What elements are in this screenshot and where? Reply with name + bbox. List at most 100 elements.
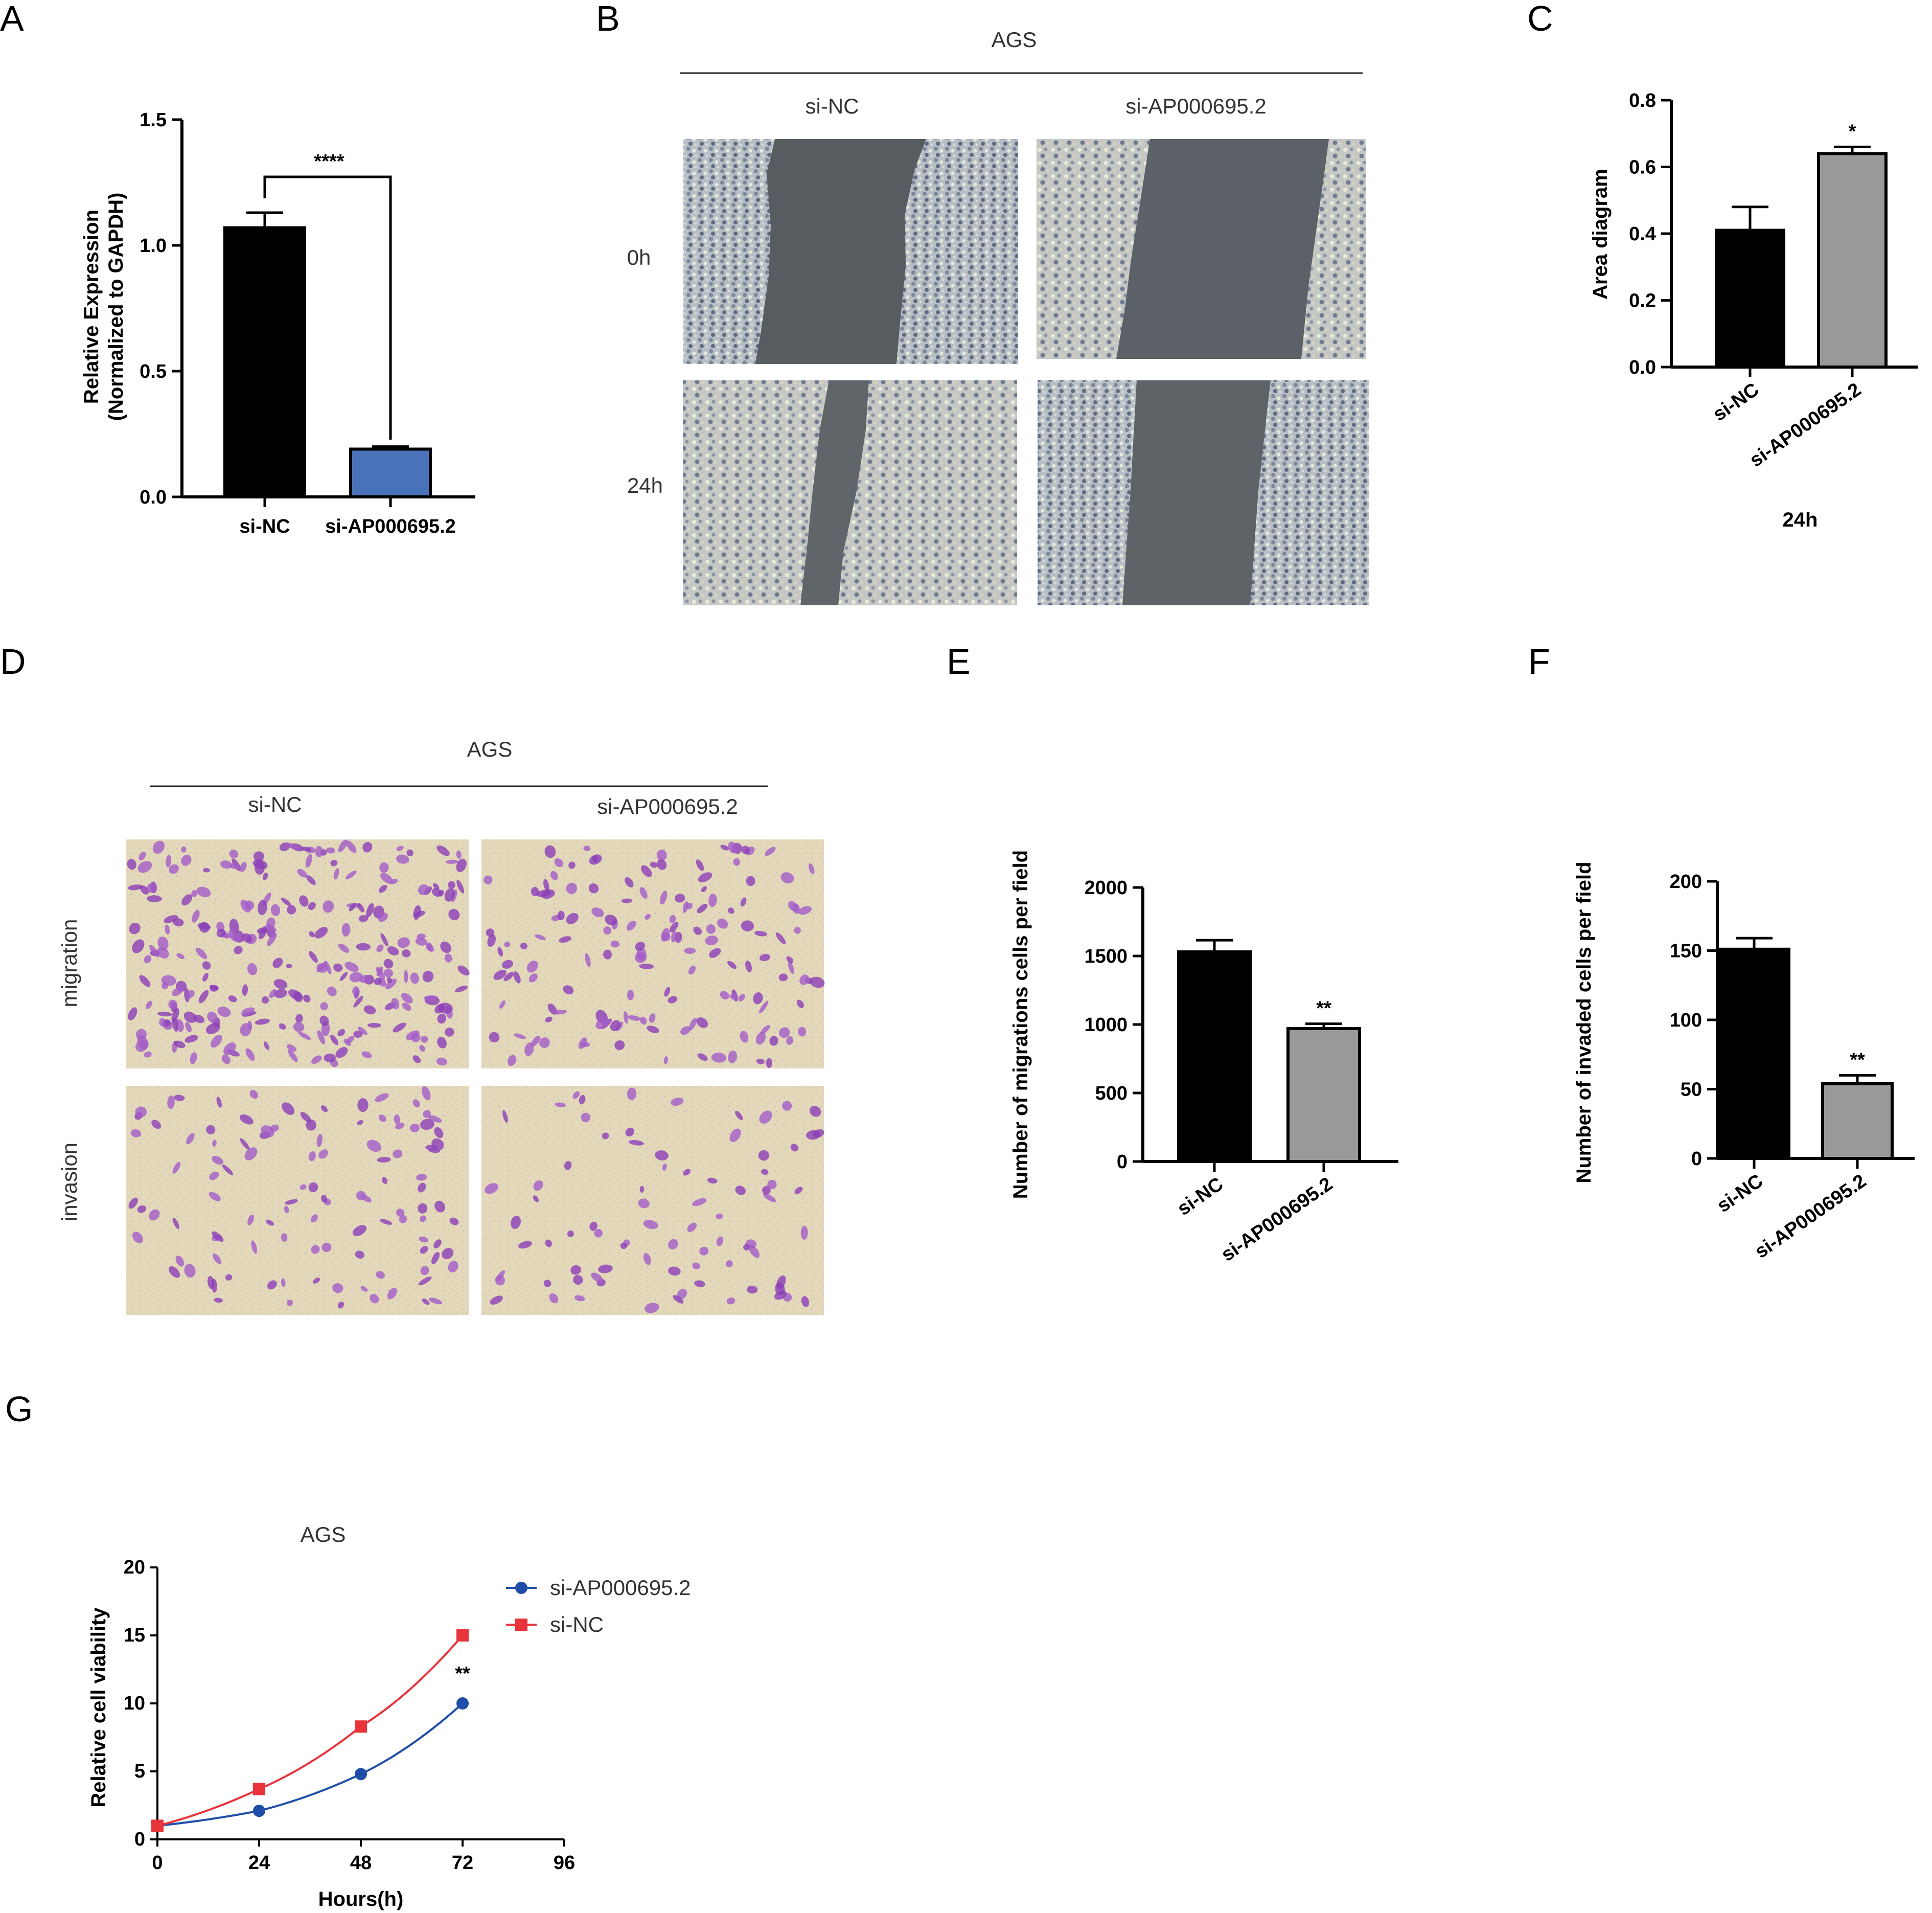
stained-cell <box>173 918 184 926</box>
stained-cell <box>217 1006 231 1017</box>
stained-cell <box>265 924 277 932</box>
stained-cell <box>568 861 576 869</box>
stained-cell <box>422 1299 430 1305</box>
stained-cell <box>261 996 269 1004</box>
stained-cell <box>306 875 316 885</box>
stained-cell <box>229 863 240 869</box>
stained-cell <box>361 1051 372 1058</box>
stained-cell <box>716 1236 723 1246</box>
stained-cell <box>286 1044 296 1052</box>
stained-cell <box>185 1022 192 1033</box>
stained-cell <box>316 1133 323 1147</box>
stained-cell <box>640 865 652 877</box>
stained-cell <box>455 986 468 992</box>
stained-cell <box>345 871 357 879</box>
stained-cell <box>635 942 646 951</box>
stained-cell <box>152 840 165 854</box>
x-tick-label: 0 <box>152 1852 163 1874</box>
stained-cell <box>775 932 786 944</box>
stained-cell <box>270 904 281 917</box>
stained-cell <box>513 971 521 984</box>
stained-cell <box>708 893 717 907</box>
stained-cell <box>626 921 636 931</box>
stained-cell <box>422 970 434 983</box>
stained-cell <box>798 906 812 915</box>
stained-cell <box>738 994 745 1001</box>
stained-cell <box>572 1091 580 1099</box>
stained-cell <box>668 1239 678 1249</box>
stained-cell <box>308 1182 318 1193</box>
stained-cell <box>308 902 316 910</box>
stained-cell <box>380 1219 393 1225</box>
panel-d-row-label-invasion: invasion <box>57 1143 81 1221</box>
panel-d-col-label-si: si-AP000695.2 <box>597 794 738 818</box>
stained-cell <box>317 1030 326 1045</box>
stained-cell <box>241 1007 255 1015</box>
stained-cell <box>355 1250 364 1259</box>
stained-cell <box>376 944 384 952</box>
stained-cell <box>489 1032 500 1043</box>
stained-cell <box>414 910 425 917</box>
stained-cell <box>181 894 193 906</box>
stained-cell <box>239 1114 254 1125</box>
stained-cell <box>387 946 399 955</box>
stained-cell <box>581 1112 591 1123</box>
bar-si-ap000695-2 <box>1286 1027 1361 1164</box>
stained-cell <box>793 903 800 914</box>
stained-cell <box>545 1016 553 1022</box>
stained-cell <box>440 941 452 953</box>
stained-cell <box>780 872 794 884</box>
panel-d-cell-line: AGS <box>467 737 513 761</box>
stained-cell <box>502 1110 508 1123</box>
stained-cell <box>396 854 409 864</box>
stained-cell <box>428 1115 442 1123</box>
stained-cell <box>244 1147 258 1160</box>
stained-cell <box>286 964 292 968</box>
stained-cell <box>531 887 539 896</box>
stained-cell <box>356 943 371 951</box>
stained-cell <box>353 995 363 1008</box>
y-tick-label: 1000 <box>1084 1014 1128 1036</box>
legend-marker-si-nc <box>515 1619 527 1631</box>
stained-cell <box>240 1023 251 1037</box>
stained-cell <box>395 1123 405 1129</box>
stained-cell <box>683 1169 691 1176</box>
point-si-nc <box>151 1819 164 1832</box>
stained-cell <box>318 1149 328 1159</box>
stained-cell <box>229 850 239 858</box>
stained-cell <box>589 1221 597 1231</box>
stained-cell <box>240 862 247 872</box>
stained-cell <box>640 1016 647 1025</box>
transwell-image-si-migration <box>481 839 825 1068</box>
stained-cell <box>533 1180 543 1191</box>
panel-letter-d: D <box>0 642 26 681</box>
stained-cell <box>346 1036 355 1043</box>
stained-cell <box>625 1127 634 1137</box>
stained-cell <box>448 1261 458 1273</box>
stained-cell <box>255 1018 270 1025</box>
stained-cell <box>650 861 658 868</box>
stained-cell <box>402 1003 411 1011</box>
x-tick-label: 96 <box>554 1852 575 1874</box>
stained-cell <box>486 928 495 937</box>
panel-letter-e: E <box>947 642 971 681</box>
stained-cell <box>416 1174 427 1181</box>
stained-cell <box>592 855 598 862</box>
stained-cell <box>300 1184 307 1190</box>
stained-cell <box>728 907 734 914</box>
transwell-image-nc-invasion <box>126 1086 469 1315</box>
stained-cell <box>330 1035 339 1045</box>
stained-cell <box>566 882 578 894</box>
stained-cell <box>422 1086 431 1101</box>
stained-cell <box>147 895 162 902</box>
x-category-label: si-NC <box>1709 379 1763 425</box>
stained-cell <box>801 1296 810 1307</box>
stained-cell <box>656 849 667 861</box>
y-tick-label: 20 <box>124 1557 145 1578</box>
stained-cell <box>387 1287 397 1300</box>
stained-cell <box>299 895 309 907</box>
stained-cell <box>167 1096 175 1109</box>
stained-cell <box>621 898 633 903</box>
y-axis-title: Number of invaded cells per field <box>1573 861 1595 1183</box>
stained-cell <box>543 1280 551 1287</box>
